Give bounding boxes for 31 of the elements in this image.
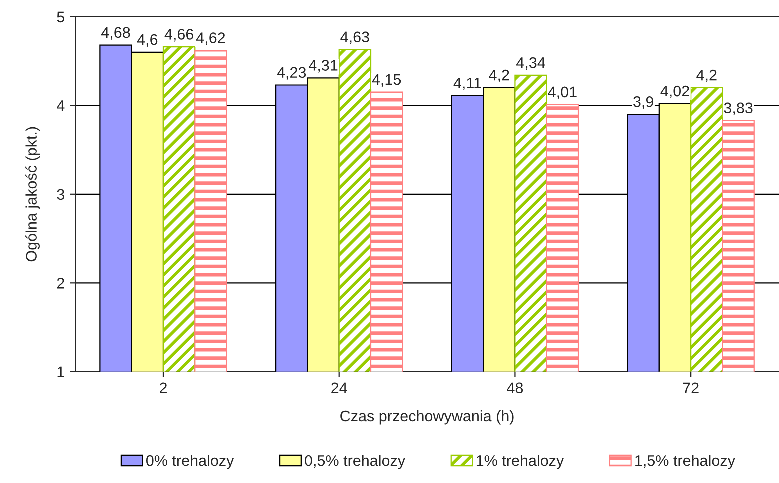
legend-label: 0% trehalozy [146, 455, 234, 470]
data-label: 4,68 [101, 27, 130, 40]
x-tick-label: 72 [683, 382, 699, 394]
y-axis-title: Ogólna jakość (pkt.) [26, 127, 40, 262]
data-label: 4,6 [137, 34, 158, 48]
data-label: 4,11 [454, 78, 482, 91]
data-label: 4,62 [196, 32, 226, 46]
data-label: 4,63 [340, 32, 370, 44]
x-axis-title: Czas przechowywania (h) [340, 410, 514, 425]
data-label: 3,83 [724, 102, 753, 116]
legend-label: 0,5% trehalozy [305, 455, 406, 470]
x-tick-label: 48 [507, 382, 524, 394]
y-tick-label: 2 [57, 278, 64, 289]
legend-label: 1,5% trehalozy [636, 455, 736, 470]
data-label: 4,02 [660, 86, 690, 98]
data-label: 4,01 [548, 86, 577, 100]
data-label: 3,9 [634, 96, 654, 110]
y-tick-label: 4 [57, 100, 65, 112]
y-tick-label: 1 [58, 366, 64, 378]
data-label: 4,23 [277, 67, 306, 80]
data-label: 4,2 [489, 70, 510, 83]
data-label: 4,66 [164, 29, 194, 42]
x-tick-label: 2 [160, 382, 167, 394]
data-label: 4,2 [696, 70, 717, 83]
data-label: 4,15 [372, 74, 402, 87]
y-tick-label: 3 [57, 189, 64, 200]
y-tick-label: 5 [57, 12, 65, 23]
data-label: 4,34 [516, 57, 546, 70]
legend-label: 1% trehalozy [476, 455, 564, 470]
data-label: 4,31 [309, 60, 338, 73]
x-tick-label: 24 [332, 382, 348, 394]
